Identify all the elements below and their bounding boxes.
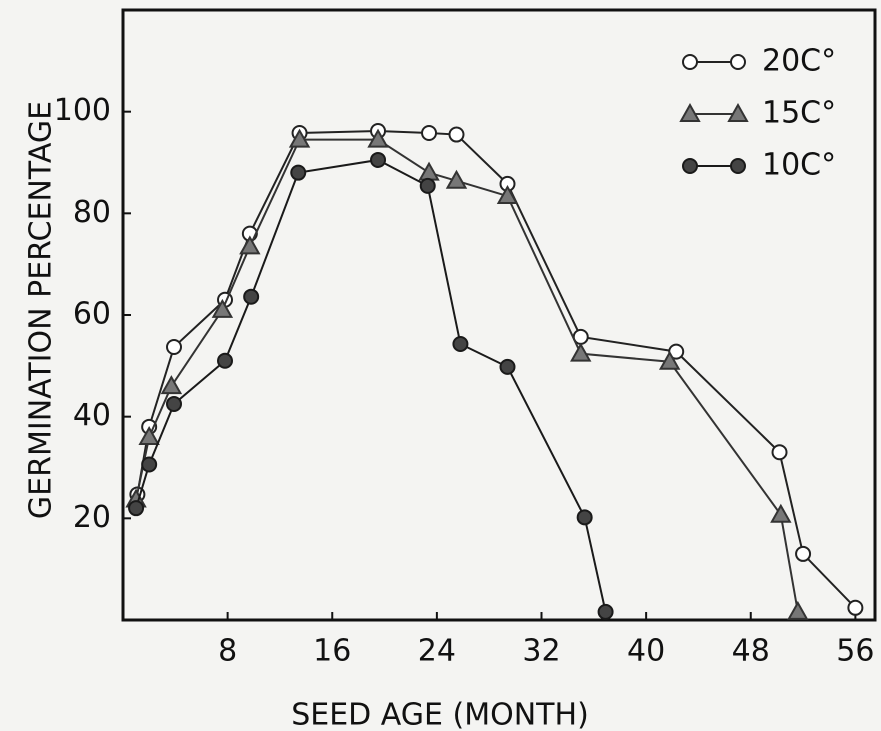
x-tick-label: 48	[732, 634, 770, 669]
legend-marker	[730, 54, 746, 70]
x-tick-label: 40	[627, 634, 665, 669]
data-point	[795, 545, 812, 562]
data-point	[787, 600, 809, 620]
x-tick-label: 24	[418, 634, 456, 669]
x-tick-label: 56	[836, 634, 874, 669]
y-axis-label: GERMINATION PERCENTAGE	[24, 101, 59, 519]
legend-label: 10C°	[762, 148, 836, 183]
y-tick-label: 80	[73, 195, 111, 230]
legend-marker	[679, 102, 701, 122]
data-point	[419, 177, 436, 194]
data-point	[496, 185, 519, 205]
y-tick-label: 60	[73, 297, 111, 332]
data-point	[290, 164, 307, 181]
data-point	[128, 500, 145, 517]
data-point	[370, 151, 387, 168]
data-point	[138, 425, 160, 445]
legend-label: 15C°	[762, 96, 836, 131]
data-point	[576, 509, 593, 526]
data-point	[367, 128, 389, 148]
data-point	[239, 235, 261, 255]
series-line	[135, 138, 799, 613]
data-point	[597, 603, 614, 620]
data-point	[160, 375, 183, 395]
data-point	[452, 335, 469, 352]
legend-label: 20C°	[762, 44, 836, 79]
data-point	[770, 503, 792, 523]
data-point	[445, 169, 468, 189]
data-point	[570, 342, 592, 362]
y-tick-label: 100	[54, 93, 111, 128]
y-tick-label: 40	[73, 398, 111, 433]
data-point	[141, 456, 158, 473]
data-point	[448, 126, 465, 143]
legend-marker	[730, 158, 746, 174]
data-point	[288, 128, 311, 148]
data-point	[658, 350, 681, 370]
data-point	[847, 599, 864, 616]
data-point	[499, 358, 516, 375]
data-point	[771, 444, 788, 461]
series-line	[135, 158, 607, 613]
data-point	[211, 298, 234, 318]
x-tick-label: 32	[522, 634, 560, 669]
x-axis-label: SEED AGE (MONTH)	[291, 698, 589, 731]
legend-marker	[682, 54, 698, 70]
data-point	[166, 339, 183, 356]
x-tick-label: 16	[313, 634, 351, 669]
data-point	[166, 395, 183, 412]
x-tick-label: 8	[218, 634, 237, 669]
data-point	[217, 352, 234, 369]
data-point	[243, 288, 260, 305]
legend-marker	[682, 158, 698, 174]
data-point	[421, 125, 438, 142]
data-point	[418, 161, 440, 181]
y-tick-label: 20	[73, 500, 111, 535]
series-line	[136, 129, 857, 609]
legend-marker	[727, 102, 749, 122]
